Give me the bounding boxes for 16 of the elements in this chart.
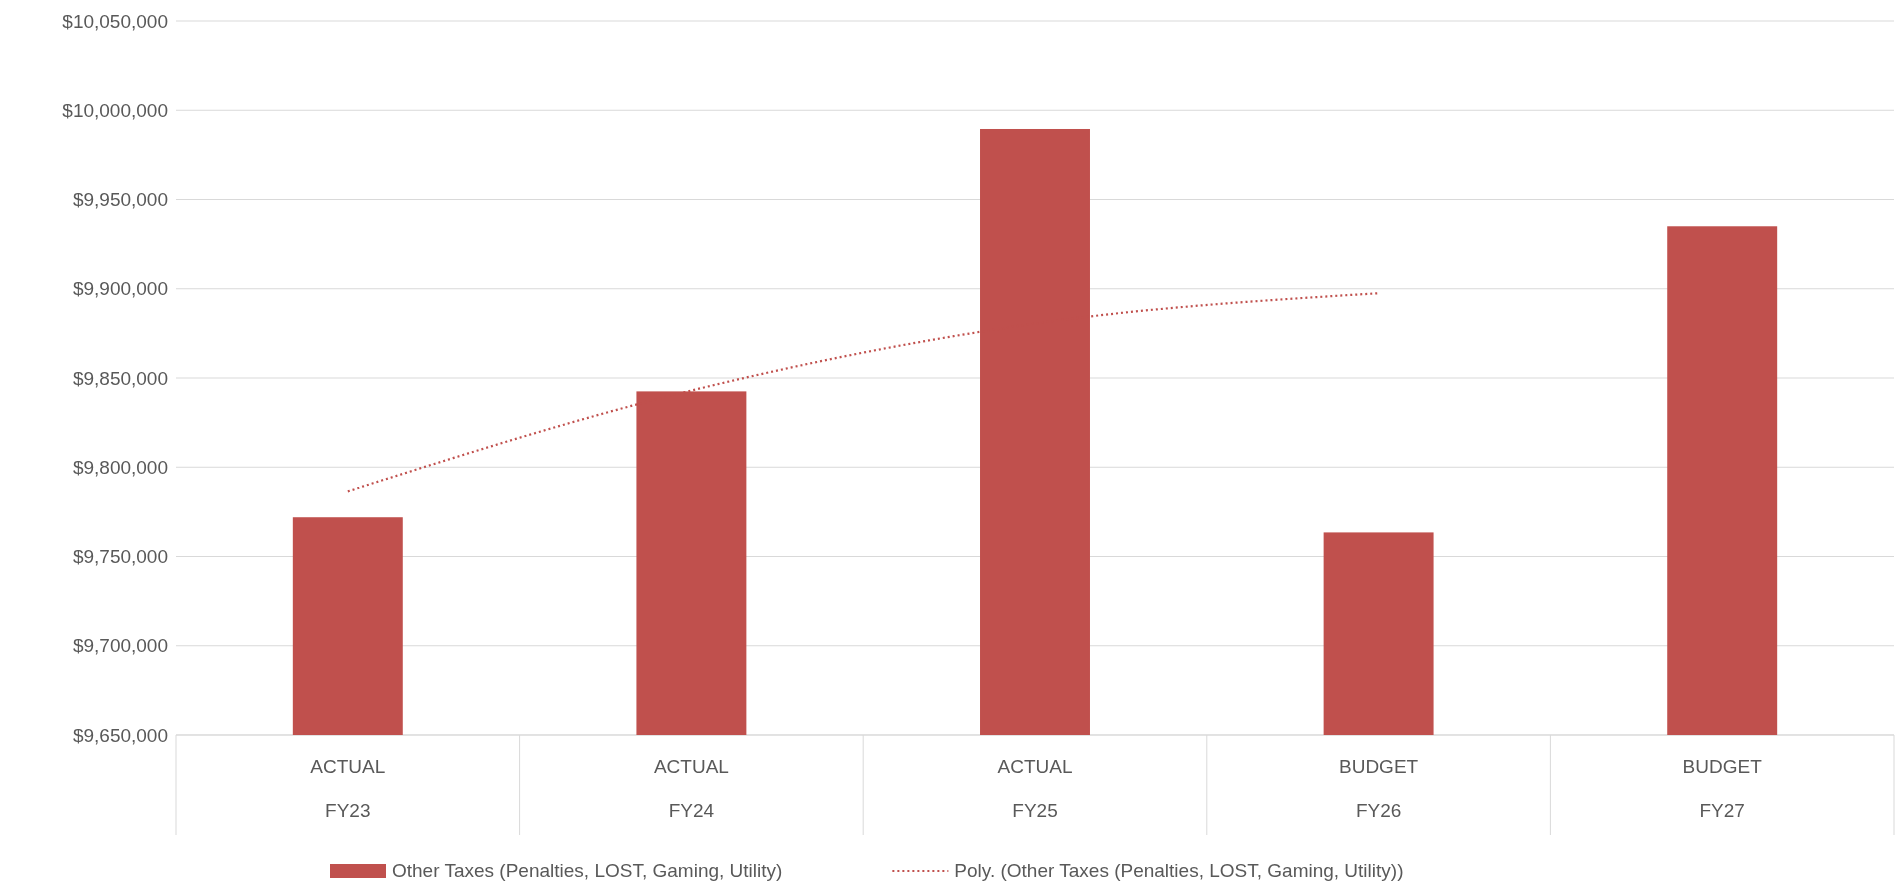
y-tick-label: $9,900,000 [72,278,168,300]
y-tick-label: $10,000,000 [62,99,168,121]
y-tick-label: $9,650,000 [72,724,168,746]
category-label: ACTUAL FY25 [997,756,1073,821]
y-tick-label: $9,800,000 [72,456,168,478]
category-label: ACTUAL FY23 [310,756,386,821]
legend-label: Poly. (Other Taxes (Penalties, LOST, Gaming, Utility)) [954,860,1404,881]
y-tick-label: $9,850,000 [72,367,168,389]
category-label: ACTUAL FY24 [653,756,729,821]
y-tick-label: $9,750,000 [72,546,168,568]
category-label: BUDGET FY27 [1682,756,1762,821]
y-tick-label: $9,700,000 [72,635,168,657]
category-label: BUDGET FY26 [1339,756,1419,821]
y-tick-label: $9,950,000 [72,189,168,211]
y-tick-label: $10,050,000 [62,10,168,32]
legend-label: Other Taxes (Penalties, LOST, Gaming, Utility) [392,860,783,881]
